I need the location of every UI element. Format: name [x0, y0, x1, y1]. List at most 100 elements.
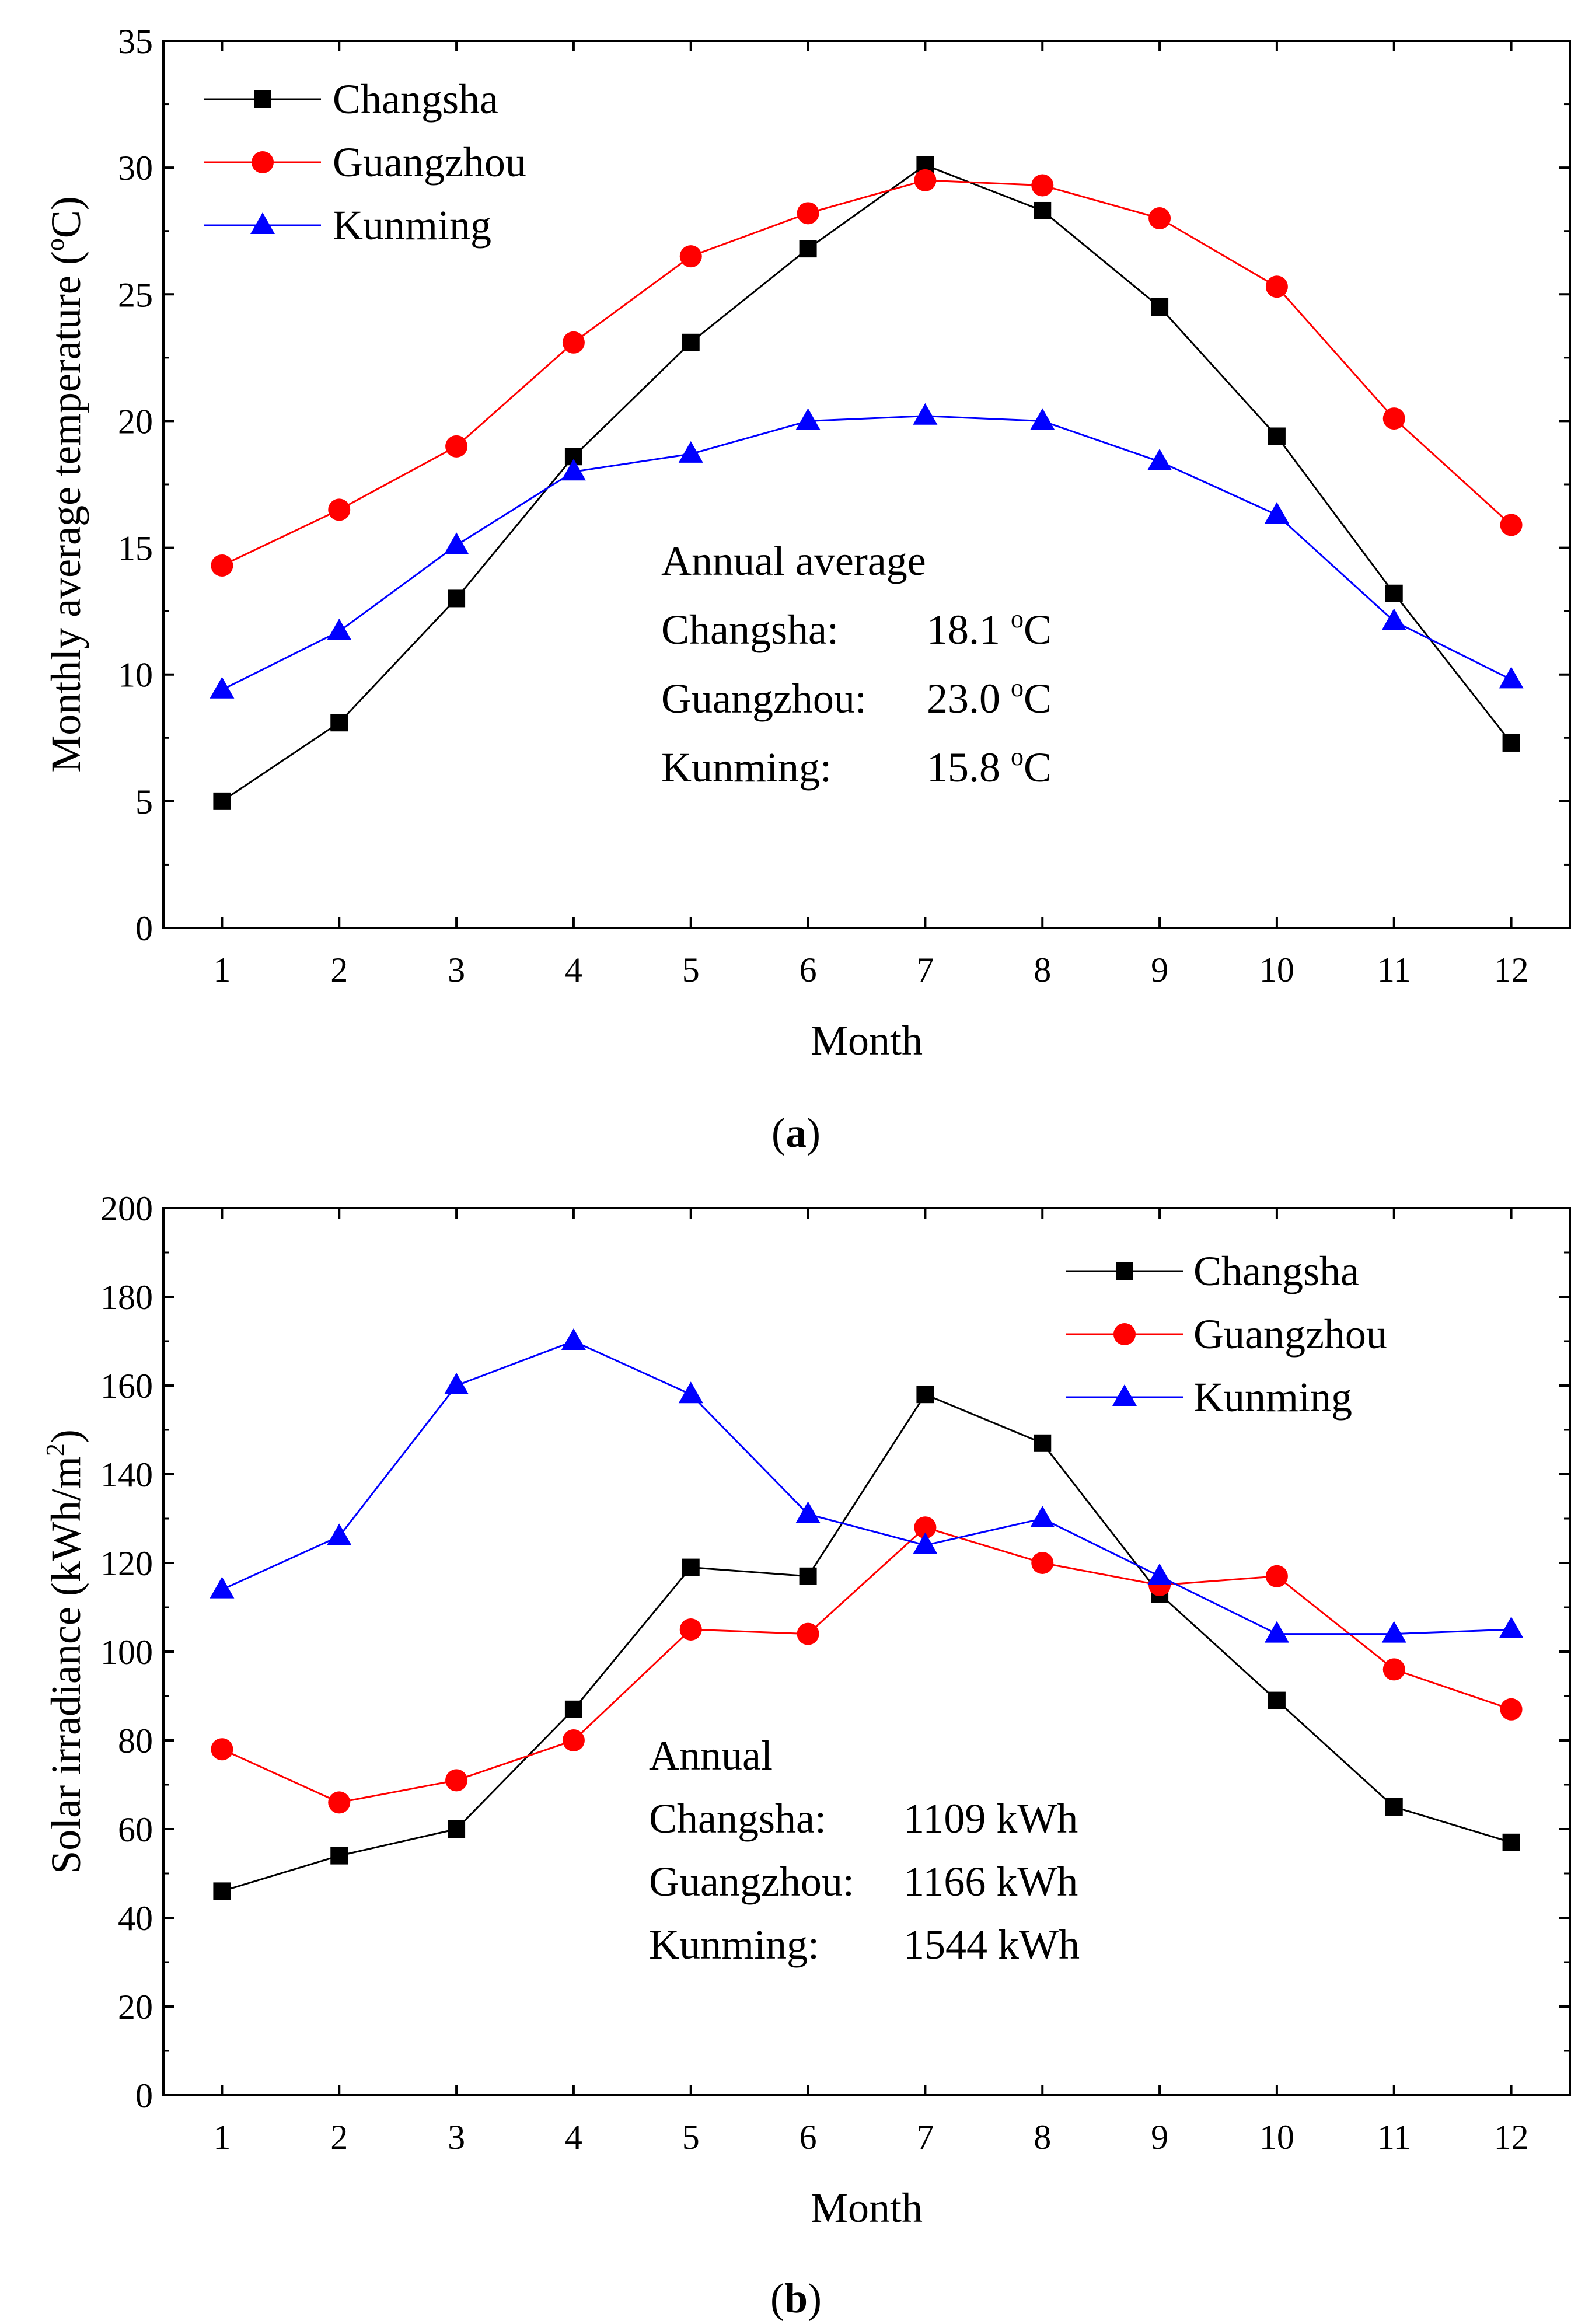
- data-point-kunming: [444, 532, 469, 554]
- y-axis-title: Monthly average temperature (oC): [41, 196, 89, 773]
- data-point-kunming: [210, 676, 235, 699]
- data-point-changsha: [799, 1567, 817, 1585]
- x-axis-title: Month: [811, 1017, 923, 1064]
- series-line-kunming: [221, 415, 1512, 691]
- y-tick-label: 140: [100, 1456, 153, 1494]
- data-point-guangzhou: [328, 498, 351, 521]
- legend-label-kunming: Kunming: [333, 202, 491, 249]
- data-point-kunming: [1147, 448, 1172, 470]
- data-point-kunming: [1264, 1621, 1289, 1643]
- legend-marker-guangzhou: [252, 151, 274, 173]
- data-point-kunming: [444, 1373, 469, 1394]
- data-point-changsha: [682, 1558, 700, 1576]
- annotation-label: Guangzhou:: [661, 675, 867, 722]
- y-tick-label: 0: [135, 909, 153, 948]
- y-axis-title-unit: C): [43, 196, 89, 238]
- x-tick-label: 6: [800, 2118, 817, 2156]
- annotation-label: Kunming:: [661, 744, 832, 791]
- data-point-guangzhou: [1500, 514, 1523, 536]
- legend-marker-changsha: [254, 90, 271, 108]
- data-point-guangzhou: [914, 1516, 937, 1539]
- data-point-guangzhou: [1382, 1658, 1405, 1681]
- legend-label-kunming: Kunming: [1193, 1374, 1352, 1421]
- x-tick-label: 10: [1259, 951, 1294, 989]
- data-point-kunming: [1147, 1563, 1172, 1585]
- data-point-guangzhou: [211, 1738, 233, 1761]
- y-tick-label: 30: [118, 149, 153, 187]
- data-point-changsha: [448, 1820, 466, 1838]
- x-tick-label: 4: [565, 951, 582, 989]
- series-line-changsha: [221, 164, 1512, 802]
- legend: Changsha Guangzhou Kunming: [204, 76, 526, 249]
- data-point-kunming: [795, 408, 821, 430]
- legend-marker-kunming: [250, 212, 275, 234]
- series-line-kunming: [221, 1340, 1511, 1635]
- data-point-changsha: [330, 1847, 348, 1865]
- y-tick-label: 80: [118, 1722, 153, 1760]
- data-point-guangzhou: [679, 245, 702, 268]
- data-point-guangzhou: [1031, 174, 1054, 197]
- annotation-label: Changsha:: [661, 606, 839, 653]
- data-point-changsha: [682, 333, 700, 351]
- data-point-kunming: [1381, 1621, 1406, 1643]
- x-tick-label: 11: [1377, 951, 1411, 989]
- annotation-title: Annual: [649, 1732, 773, 1779]
- legend: Changsha Guangzhou Kunming: [1066, 1248, 1387, 1421]
- annotation-value-number: 1166 kWh: [903, 1858, 1078, 1905]
- data-point-guangzhou: [445, 435, 468, 458]
- data-point-changsha: [448, 589, 466, 608]
- annotation-value: 1109 kWh: [903, 1795, 1078, 1842]
- annotation-box: Annual Changsha: 1109 kWh Guangzhou: 1166 kW…: [649, 1732, 1080, 1968]
- annotation-value-unit: C: [1024, 744, 1052, 791]
- x-axis-title: Month: [811, 2185, 923, 2231]
- data-point-guangzhou: [562, 331, 585, 354]
- y-axis-title-unit: ): [43, 1429, 89, 1443]
- legend-marker-guangzhou: [1113, 1323, 1136, 1345]
- legend-marker-changsha: [1116, 1262, 1133, 1280]
- x-tick-label: 5: [682, 2118, 700, 2156]
- data-point-kunming: [327, 618, 352, 640]
- x-tick-label: 3: [448, 2118, 465, 2156]
- data-point-changsha: [1034, 1434, 1052, 1452]
- x-tick-label: 12: [1494, 951, 1529, 989]
- series-line-guangzhou: [221, 1526, 1512, 1803]
- data-point-kunming: [913, 1532, 938, 1554]
- data-point-changsha: [1268, 1691, 1286, 1709]
- x-tick-label: 11: [1377, 2118, 1411, 2156]
- data-point-changsha: [1268, 427, 1286, 445]
- data-point-guangzhou: [1500, 1698, 1523, 1721]
- y-tick-label: 5: [135, 783, 153, 821]
- data-point-kunming: [1499, 667, 1524, 689]
- y-tick-label: 200: [100, 1189, 153, 1228]
- series-line-guangzhou: [221, 179, 1512, 567]
- data-point-guangzhou: [562, 1729, 585, 1751]
- panel-caption: (a): [771, 1109, 821, 1156]
- x-tick-label: 8: [1034, 2118, 1051, 2156]
- data-point-changsha: [916, 1386, 934, 1404]
- y-tick-label: 15: [118, 529, 153, 568]
- data-point-kunming: [561, 459, 586, 481]
- annotation-value: 1544 kWh: [903, 1921, 1080, 1968]
- y-axis-title-sup: o: [41, 238, 69, 251]
- y-tick-label: 10: [118, 656, 153, 695]
- x-tick-label: 3: [448, 951, 465, 989]
- y-tick-label: 160: [100, 1367, 153, 1405]
- data-point-guangzhou: [1148, 207, 1171, 229]
- data-point-guangzhou: [1265, 1565, 1288, 1587]
- x-tick-label: 8: [1034, 951, 1051, 989]
- x-tick-label: 9: [1151, 2118, 1168, 2156]
- y-tick-label: 100: [100, 1633, 153, 1672]
- legend-label-guangzhou: Guangzhou: [1193, 1311, 1387, 1358]
- annotation-value: 1166 kWh: [903, 1858, 1078, 1905]
- annotation-title: Annual average: [661, 538, 926, 584]
- data-point-guangzhou: [797, 202, 819, 225]
- annotation-value: 18.1 oC: [927, 605, 1052, 653]
- data-point-kunming: [795, 1501, 821, 1523]
- data-point-changsha: [1385, 1798, 1403, 1816]
- x-tick-label: 7: [916, 2118, 934, 2156]
- x-tick-label: 9: [1151, 951, 1168, 989]
- x-tick-label: 10: [1259, 2118, 1294, 2156]
- y-axis-title: Solar irradiance (kWh/m2): [41, 1429, 89, 1874]
